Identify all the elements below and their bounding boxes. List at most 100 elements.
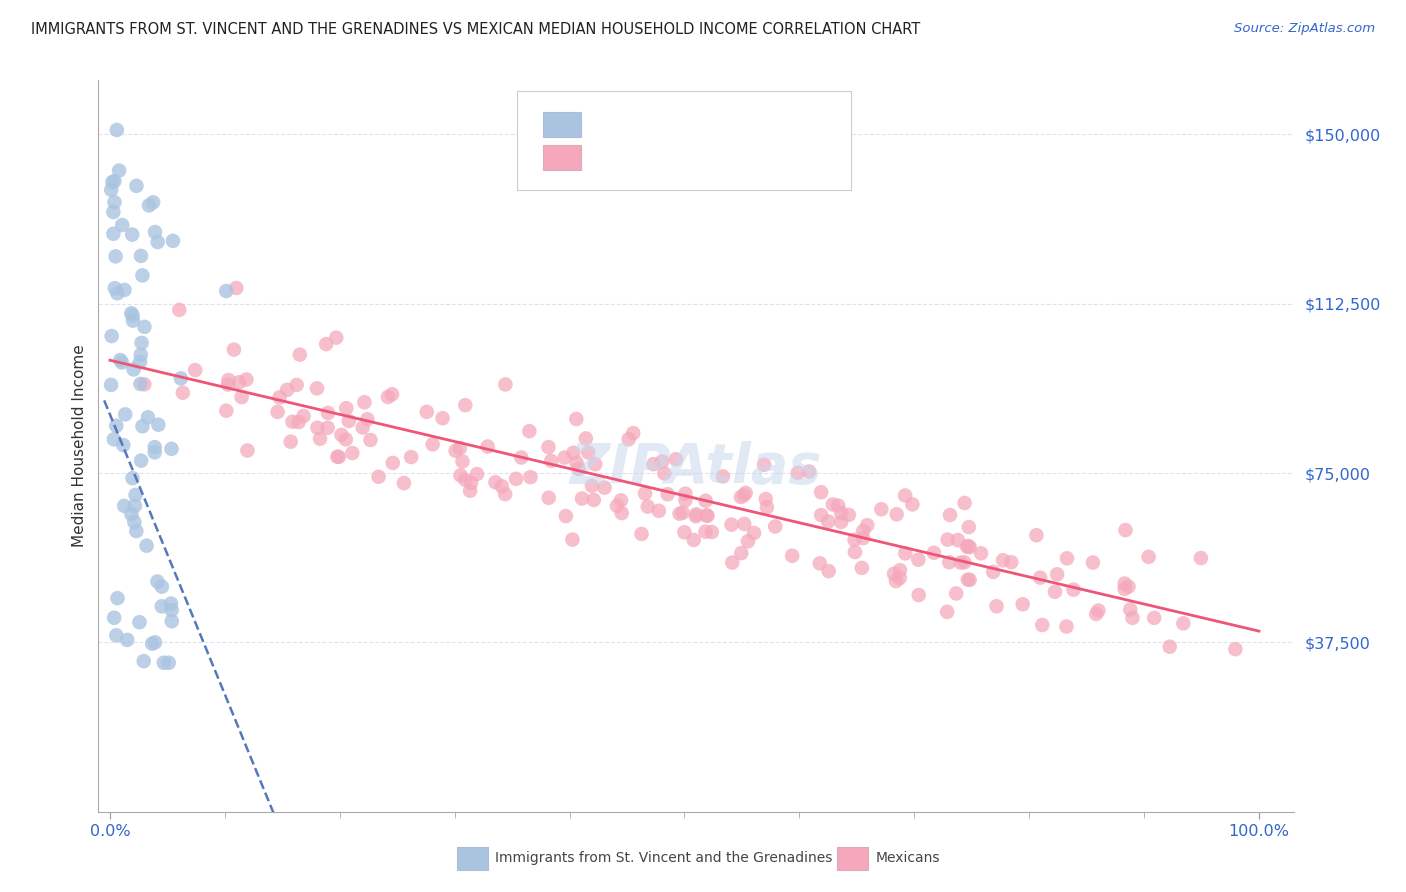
- Point: [1159, 640, 1181, 654]
- Point: [886, 508, 908, 522]
- Point: [125, 178, 148, 193]
- Point: [114, 408, 136, 422]
- Point: [821, 498, 844, 512]
- Point: [696, 508, 718, 523]
- Point: [730, 490, 752, 504]
- Point: [103, 205, 125, 219]
- Point: [610, 506, 633, 520]
- Point: [537, 440, 560, 454]
- Point: [593, 481, 616, 495]
- Point: [711, 469, 734, 483]
- Point: [844, 533, 866, 547]
- Point: [124, 515, 146, 529]
- Point: [335, 433, 357, 447]
- Point: [554, 509, 576, 524]
- Point: [266, 405, 288, 419]
- Point: [477, 440, 499, 454]
- Point: [103, 227, 125, 241]
- FancyBboxPatch shape: [543, 145, 581, 170]
- Point: [131, 268, 153, 283]
- Point: [537, 491, 560, 505]
- Point: [852, 531, 875, 545]
- Point: [169, 302, 191, 317]
- Point: [1046, 567, 1069, 582]
- Point: [143, 445, 166, 459]
- Point: [121, 308, 143, 322]
- Point: [170, 371, 193, 385]
- Point: [695, 493, 717, 508]
- Point: [100, 183, 122, 197]
- Point: [422, 437, 444, 451]
- Point: [135, 539, 157, 553]
- Point: [1118, 580, 1140, 594]
- Point: [120, 306, 142, 320]
- Point: [146, 574, 169, 589]
- Text: N =: N =: [720, 114, 756, 129]
- Point: [231, 390, 253, 404]
- Point: [844, 545, 866, 559]
- Point: [269, 391, 291, 405]
- Point: [1025, 528, 1047, 542]
- Point: [1137, 549, 1160, 564]
- Point: [787, 466, 810, 480]
- Text: N =: N =: [720, 146, 756, 161]
- Text: IMMIGRANTS FROM ST. VINCENT AND THE GRENADINES VS MEXICAN MEDIAN HOUSEHOLD INCOM: IMMIGRANTS FROM ST. VINCENT AND THE GREN…: [31, 22, 920, 37]
- Point: [444, 443, 467, 458]
- Point: [763, 519, 786, 533]
- Text: -0.881: -0.881: [640, 145, 699, 162]
- Text: 200: 200: [765, 145, 803, 162]
- Point: [1085, 607, 1108, 621]
- Point: [1189, 551, 1212, 566]
- Point: [484, 475, 506, 490]
- Point: [111, 355, 134, 369]
- Point: [720, 517, 742, 532]
- Point: [567, 462, 589, 476]
- Point: [129, 348, 152, 362]
- Point: [668, 507, 690, 521]
- Point: [630, 527, 652, 541]
- Text: -0.188: -0.188: [640, 113, 699, 131]
- Point: [215, 284, 238, 298]
- Point: [733, 516, 755, 531]
- Point: [510, 450, 533, 465]
- Point: [105, 286, 128, 301]
- Point: [184, 363, 207, 377]
- Point: [328, 450, 350, 464]
- Point: [517, 424, 540, 438]
- Point: [315, 337, 337, 351]
- Point: [565, 412, 588, 426]
- Point: [104, 249, 127, 263]
- Point: [673, 525, 696, 540]
- Point: [325, 331, 347, 345]
- Point: [554, 450, 576, 465]
- Point: [449, 441, 471, 455]
- Point: [160, 603, 183, 617]
- Point: [685, 508, 707, 522]
- Point: [217, 373, 239, 387]
- Point: [945, 586, 967, 600]
- Point: [651, 454, 673, 468]
- Point: [617, 432, 640, 446]
- Point: [458, 483, 481, 498]
- Point: [810, 508, 832, 522]
- Point: [460, 475, 482, 490]
- Point: [124, 488, 146, 502]
- Point: [889, 563, 911, 577]
- Point: [236, 443, 259, 458]
- Point: [1119, 602, 1142, 616]
- Point: [1225, 642, 1247, 657]
- Point: [330, 427, 353, 442]
- Point: [112, 438, 135, 452]
- Point: [883, 566, 905, 581]
- Point: [922, 546, 945, 560]
- Point: [1043, 584, 1066, 599]
- Point: [172, 385, 194, 400]
- Point: [222, 343, 245, 357]
- Y-axis label: Median Household Income: Median Household Income: [72, 344, 87, 548]
- Point: [125, 524, 148, 538]
- Point: [1054, 619, 1077, 633]
- Point: [129, 376, 152, 391]
- Point: [134, 377, 156, 392]
- Point: [561, 533, 583, 547]
- Point: [734, 486, 756, 500]
